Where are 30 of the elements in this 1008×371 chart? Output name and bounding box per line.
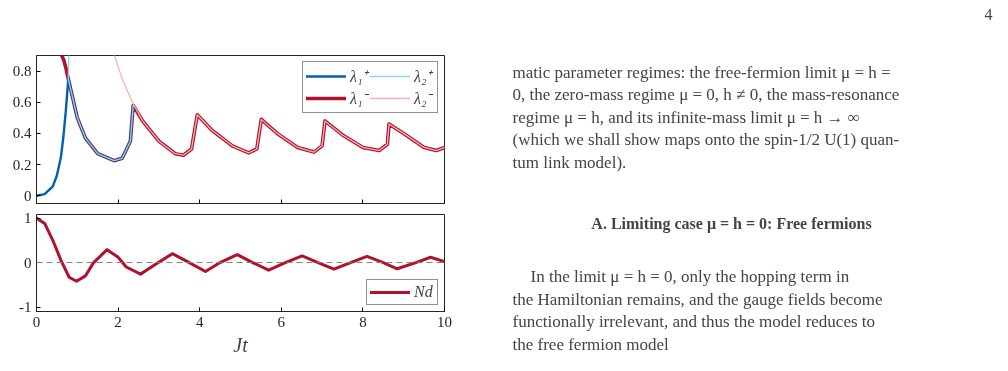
x-tick-label: 8: [359, 313, 367, 330]
x-tick-label: 6: [277, 313, 286, 330]
y-tick-label: 0.4: [12, 125, 32, 142]
y-tick-label: -1: [19, 299, 32, 316]
x-tick-label: 4: [195, 313, 204, 330]
text: the free fermion model: [512, 334, 670, 354]
y-tick-label: 0: [24, 254, 32, 271]
y-tick-label: 0.2: [12, 156, 32, 173]
text: tum link model).: [512, 152, 627, 172]
y-tick-label: 0.8: [12, 63, 32, 80]
text: 4: [984, 5, 993, 23]
x-axis-title: Jt: [233, 333, 249, 356]
text: In the limit μ = h = 0, only the hopping term in: [530, 267, 850, 286]
x-tick-label: 2: [114, 313, 122, 330]
text: regime μ = h, and its infinite-mass limit μ = h → ∞: [512, 107, 860, 127]
legend-label: λ₁⁺: [350, 67, 370, 87]
text: (which we shall show maps onto the spin-1/2 U(1) quan-: [512, 130, 900, 149]
text: 0, the zero-mass regime μ = 0, h ≠ 0, the mass-resonance: [512, 85, 900, 104]
legend-label: Nd: [414, 283, 434, 301]
text: matic parameter regimes: the free-fermion limit μ = h =: [512, 62, 891, 82]
text: functionally irrelevant, and thus the model reduces to: [512, 312, 876, 331]
text: the Hamiltonian remains, and the gauge fields become: [512, 289, 883, 309]
text: A. Limiting case μ = h = 0: Free fermions: [591, 215, 872, 233]
legend-label: λ₂⁻: [414, 89, 434, 109]
x-tick-label: 10: [437, 313, 452, 330]
y-tick-label: 0.6: [12, 94, 32, 111]
y-tick-label: 0: [24, 187, 32, 204]
y-tick-label: 1: [24, 210, 32, 227]
legend-label: λ₁⁻: [350, 89, 370, 109]
legend-label: λ₂⁺: [414, 67, 434, 87]
